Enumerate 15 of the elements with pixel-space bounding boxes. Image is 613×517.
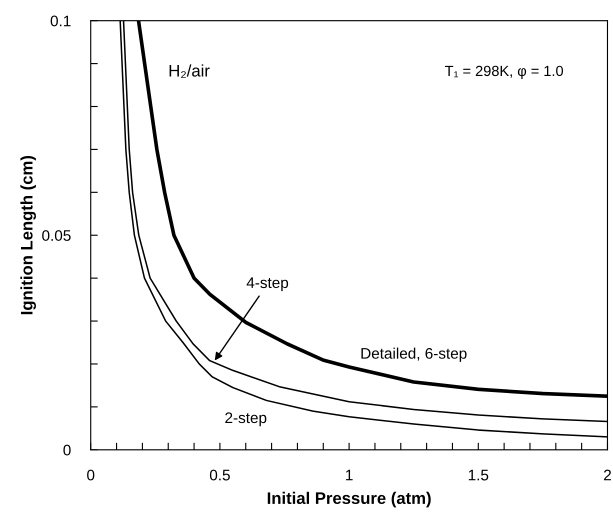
x-tick-label: 0 <box>87 470 94 480</box>
x-tick-label: 0.5 <box>210 470 230 480</box>
y-axis-title: Ignition Length (cm) <box>20 156 36 314</box>
annotation: H₂/air <box>170 64 210 78</box>
y-tick-label: 0.05 <box>42 230 71 241</box>
series-label: Detailed, 6-step <box>361 348 467 362</box>
x-tick-label: 1.5 <box>468 470 488 480</box>
x-axis-title: Initial Pressure (atm) <box>268 492 431 508</box>
annotation: T₁ = 298K, φ = 1.0 <box>444 66 564 79</box>
x-tick-label: 2 <box>604 470 611 480</box>
y-tick-label: 0.1 <box>50 16 71 26</box>
y-tick-label: 0 <box>63 444 71 456</box>
x-tick-label: 1 <box>346 470 353 480</box>
annotation: 4-step <box>246 277 288 292</box>
series-label: 2-step <box>225 412 266 426</box>
